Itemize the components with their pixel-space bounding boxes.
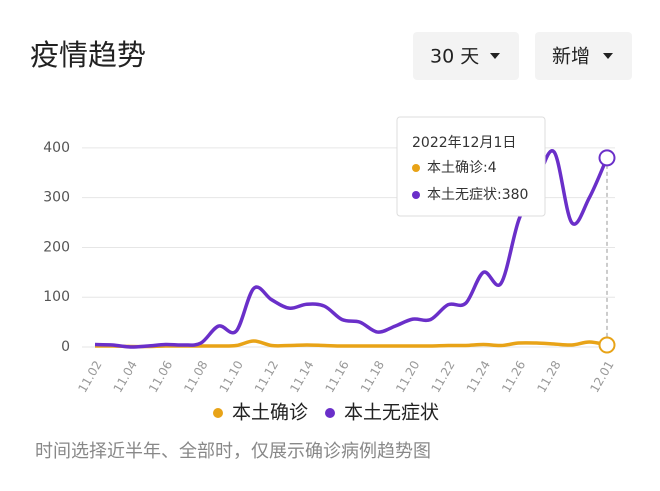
tooltip-dot (412, 191, 420, 199)
hover-point (598, 336, 616, 354)
x-tick-label: 11.14 (287, 358, 316, 395)
tooltip-dot (412, 164, 420, 172)
tooltip-title: 2022年12月1日 (412, 135, 516, 151)
x-tick-label: 11.12 (252, 358, 281, 395)
x-tick-label: 11.08 (181, 358, 210, 395)
button-bg (413, 32, 519, 80)
x-tick-label: 11.22 (428, 358, 457, 395)
y-tick-label: 0 (61, 339, 70, 355)
tooltip-item: 本土确诊:4 (427, 160, 497, 176)
mode-button[interactable]: 新增 (535, 32, 632, 80)
x-tick-label: 12.01 (587, 358, 616, 395)
y-tick-label: 400 (43, 140, 70, 156)
x-tick-label: 11.16 (322, 358, 351, 395)
range-button[interactable]: 30 天 (413, 32, 519, 80)
x-tick-label: 11.02 (75, 358, 104, 395)
tooltip-item: 本土无症状:380 (427, 187, 528, 203)
x-tick-label: 11.20 (393, 358, 422, 395)
caret (603, 53, 613, 59)
caret (490, 53, 500, 59)
x-tick-label: 11.18 (358, 358, 387, 395)
page-title: 疫情趋势 (30, 38, 146, 72)
y-tick-label: 100 (43, 289, 70, 305)
tooltip-box (396, 116, 546, 217)
button-bg (535, 32, 632, 80)
y-tick-label: 300 (43, 190, 70, 206)
legend-label: 本土无症状 (344, 402, 439, 424)
hover-point (598, 149, 616, 167)
x-tick-label: 11.10 (217, 358, 246, 395)
x-tick-label: 11.26 (499, 358, 528, 395)
x-tick-label: 11.04 (111, 358, 140, 395)
legend-dot (325, 408, 335, 418)
button-label: 30 天 (430, 46, 479, 68)
footnote: 时间选择近半年、全部时，仅展示确诊病例趋势图 (35, 441, 431, 462)
y-tick-label: 200 (43, 239, 70, 255)
legend-label: 本土确诊 (232, 402, 308, 424)
button-label: 新增 (552, 46, 590, 68)
x-tick-label: 11.28 (534, 358, 563, 395)
legend-dot (213, 408, 223, 418)
x-tick-label: 11.06 (146, 358, 175, 395)
x-tick-label: 11.24 (464, 358, 493, 395)
